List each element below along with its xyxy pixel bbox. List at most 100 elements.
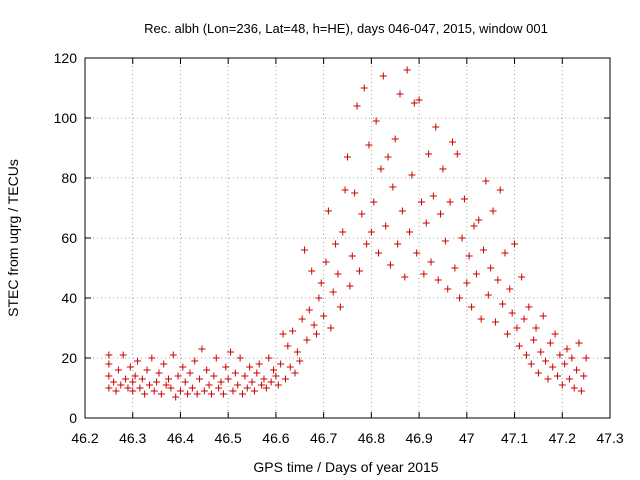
data-point [193,390,201,398]
x-tick-label: 47 [459,430,475,446]
data-point [184,390,192,398]
data-point [568,354,576,362]
data-point [231,369,239,377]
data-point [105,372,113,380]
data-point [114,366,122,374]
data-point [148,354,156,362]
data-point [289,327,297,335]
data-point [196,375,204,383]
data-point [456,294,464,302]
data-point [465,252,473,260]
data-point [126,363,134,371]
data-point [439,165,447,173]
data-point [487,264,495,272]
data-point [384,153,392,161]
data-point [308,267,316,275]
data-point [472,270,480,278]
data-point [222,363,230,371]
x-tick-label: 47.3 [596,430,623,446]
data-point [227,348,235,356]
data-point [277,360,285,368]
data-point [353,102,361,110]
data-point [255,360,263,368]
data-point [348,252,356,260]
data-point [236,354,244,362]
data-points [105,66,590,401]
x-tick-label: 47.1 [501,430,528,446]
data-point [219,390,227,398]
data-point [267,378,275,386]
data-point [129,387,137,395]
data-point [515,342,523,350]
data-point [494,276,502,284]
chart-title: Rec. albh (Lon=236, Lat=48, h=HE), days … [144,21,548,36]
data-point [554,372,561,380]
data-point [188,384,196,392]
data-point [272,372,280,380]
data-point [119,351,127,359]
data-point [377,165,385,173]
data-point [480,246,488,254]
data-point [499,300,507,308]
data-point [305,306,313,314]
data-point [391,135,399,143]
y-tick-label: 100 [54,110,78,126]
data-point [246,363,254,371]
y-tick-label: 60 [61,230,77,246]
data-point [530,336,538,344]
data-point [432,123,440,131]
data-point [248,378,256,386]
data-point [198,345,206,353]
axis-ticks [84,57,611,419]
data-point [310,321,318,329]
data-point [105,384,113,392]
data-point [565,375,573,383]
data-point [229,387,237,395]
data-point [420,270,428,278]
data-point [145,381,153,389]
data-point [446,198,454,206]
data-point [203,366,211,374]
data-point [332,240,340,248]
data-point [143,366,151,374]
data-point [542,357,550,365]
data-point [105,351,113,359]
data-point [172,393,180,401]
data-point [363,240,371,248]
data-point [346,282,354,290]
data-point [296,357,304,365]
data-point [525,303,533,311]
data-point [207,390,215,398]
data-point [329,288,337,296]
data-point [477,315,485,323]
data-point [284,342,292,350]
data-point [575,339,583,347]
data-point [191,357,199,365]
data-point [105,360,113,368]
data-point [413,249,421,257]
data-point [205,381,213,389]
data-point [475,216,483,224]
data-point [215,384,223,392]
data-point [351,189,359,197]
data-point [522,351,530,359]
data-point [580,372,588,380]
data-point [429,192,437,200]
data-point [482,177,490,185]
data-point [441,237,449,245]
y-tick-label: 120 [54,50,78,66]
data-point [537,348,545,356]
data-point [176,387,184,395]
data-point [160,360,168,368]
data-point [174,372,182,380]
data-point [403,66,411,74]
data-point [451,264,459,272]
data-point [520,315,528,323]
data-point [334,270,342,278]
data-point [415,96,423,104]
y-tick-label: 0 [69,410,77,426]
data-point [157,390,165,398]
data-point [344,153,351,161]
data-point [260,375,268,383]
data-point [339,228,347,236]
